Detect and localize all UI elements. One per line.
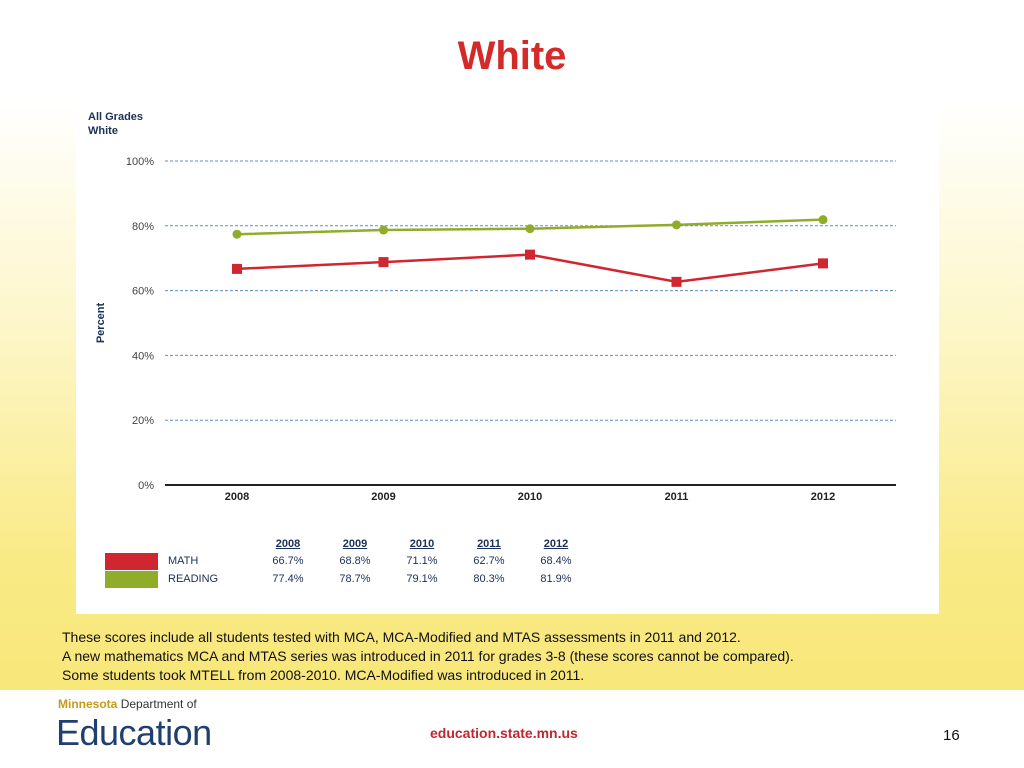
math-table-value: 66.7% — [272, 555, 304, 567]
reading-point — [672, 220, 681, 230]
y-tick-label: 20% — [132, 415, 154, 427]
math-point — [232, 263, 242, 274]
x-tick-label: 2008 — [225, 491, 249, 503]
math-point — [525, 249, 535, 260]
footnote-2: A new mathematics MCA and MTAS series wa… — [62, 648, 794, 664]
table-header-year: 2011 — [477, 538, 501, 550]
y-axis-label: Percent — [95, 302, 107, 343]
math-point — [818, 258, 828, 269]
math-point — [378, 257, 389, 268]
x-tick-label: 2010 — [518, 491, 542, 503]
math-table-value: 62.7% — [473, 555, 505, 567]
reading-table-value: 78.7% — [339, 573, 371, 585]
logo-department: Department of — [120, 697, 197, 711]
y-axis-ticks: 0% 20% 40% 60% 80% 100% — [126, 156, 154, 492]
chart-grid — [165, 160, 896, 486]
mde-logo-wordmark: Education — [56, 712, 212, 753]
x-tick-label: 2011 — [665, 491, 689, 503]
y-tick-label: 60% — [132, 286, 154, 298]
reading-point — [379, 225, 388, 235]
chart-series — [232, 215, 828, 287]
math-legend-swatch — [105, 553, 158, 570]
reading-table-value: 77.4% — [272, 573, 304, 585]
footer-url: education.state.mn.us — [430, 725, 578, 741]
reading-table-value: 81.9% — [540, 573, 572, 585]
reading-point — [818, 215, 828, 225]
x-tick-label: 2012 — [811, 491, 835, 503]
math-legend-label: MATH — [168, 555, 199, 567]
x-axis-ticks: 2008 2009 2010 2011 2012 — [225, 491, 835, 503]
footnote-1: These scores include all students tested… — [62, 629, 741, 645]
line-chart: 0%20%40%60%80%100% 2008 2009 2010 2011 2012 … — [95, 156, 896, 503]
math-table-value: 71.1% — [406, 555, 438, 567]
logo-state-name: Minnesota — [58, 697, 118, 711]
math-table-value: 68.4% — [540, 555, 572, 567]
reading-point — [232, 229, 242, 239]
chart-subtitle: All Grades White — [88, 110, 143, 138]
chart-subtitle-line1: All Grades — [88, 111, 144, 123]
y-tick-label: 0% — [138, 480, 154, 492]
reading-legend-swatch — [105, 571, 158, 588]
y-tick-label: 80% — [132, 221, 154, 233]
math-table-value: 68.8% — [339, 555, 371, 567]
reading-table-value: 79.1% — [406, 573, 438, 585]
table-header-year: 2010 — [409, 538, 435, 550]
y-tick-label: 100% — [126, 156, 154, 168]
reading-table-value: 80.3% — [473, 573, 505, 585]
footnotes: These scores include all students tested… — [62, 628, 794, 685]
reading-legend-label: READING — [168, 573, 219, 585]
table-header-year: 2012 — [543, 538, 569, 550]
page-number: 16 — [943, 727, 960, 744]
chart-subtitle-line2: White — [88, 125, 118, 137]
y-tick-label: 40% — [132, 350, 154, 362]
table-header-year: 2009 — [342, 538, 368, 550]
table-header-year: 2008 — [275, 538, 301, 550]
x-tick-label: 2009 — [371, 491, 395, 503]
slide-title: White — [457, 34, 567, 78]
math-point — [671, 276, 682, 287]
reading-point — [525, 224, 535, 234]
chart-panel — [76, 104, 939, 614]
footnote-3: Some students took MTELL from 2008-2010.… — [62, 667, 585, 683]
mde-logo-header: Minnesota Department of — [58, 697, 197, 711]
